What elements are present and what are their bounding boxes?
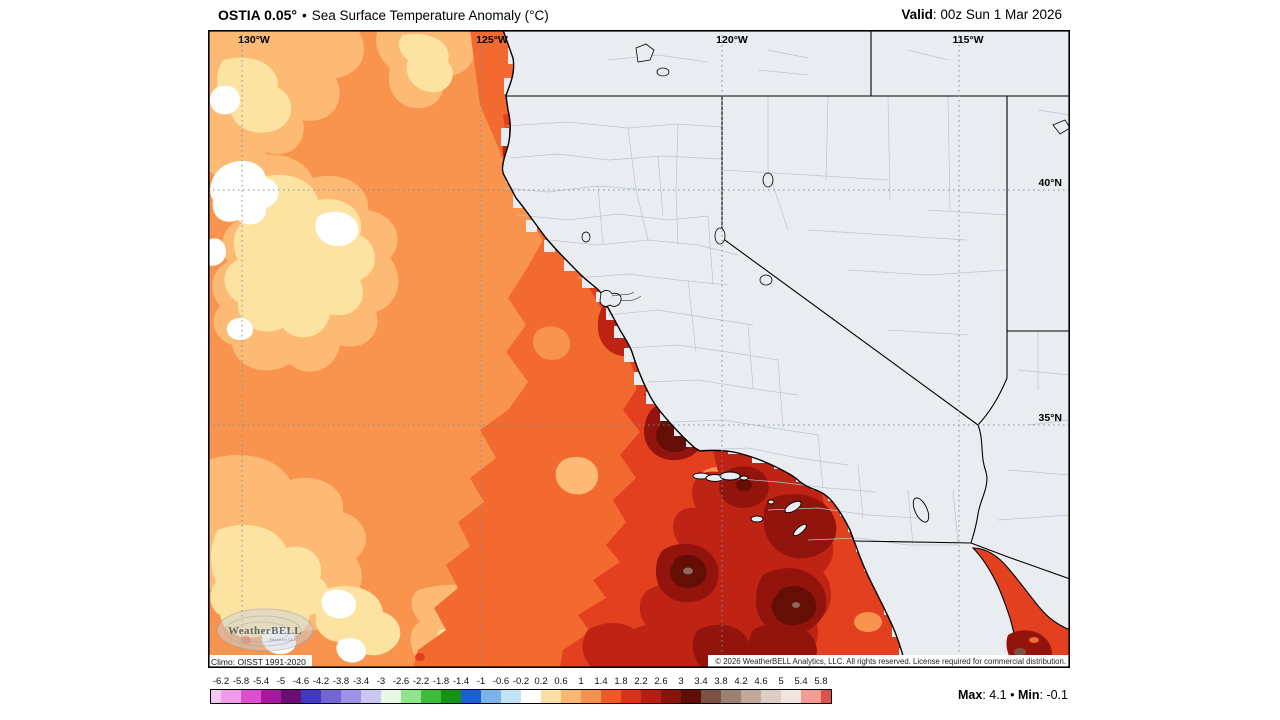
valid-label: Valid [901, 7, 933, 22]
colorbar-swatch [241, 690, 261, 703]
colorbar-tick-label: -2.6 [392, 676, 410, 687]
colorbar-tick-label: -0.6 [492, 676, 510, 687]
colorbar-swatch [221, 690, 241, 703]
colorbar-swatch [321, 690, 341, 703]
colorbar-swatch [821, 690, 831, 703]
colorbar-tick-label: -5.4 [252, 676, 270, 687]
colorbar-swatch [281, 690, 301, 703]
lat-label-35n: 35°N [1039, 412, 1062, 424]
sst-anomaly-map: WeatherBELL Analytics LLC Climo: OISST 1… [208, 30, 1071, 669]
colorbar-swatch [461, 690, 481, 703]
colorbar-tick-label: 5.8 [814, 676, 828, 687]
colorbar-tick-label: 2.2 [634, 676, 648, 687]
colorbar-swatch [401, 690, 421, 703]
colorbar-swatch [801, 690, 821, 703]
county-lines [503, 49, 1070, 546]
colorbar-tick-label: 3.4 [694, 676, 708, 687]
colorbar-swatch [581, 690, 601, 703]
colorbar-swatch [561, 690, 581, 703]
colorbar-tick-label: -5.8 [232, 676, 250, 687]
colorbar-tick-label: -1.8 [432, 676, 450, 687]
colorbar-tick-label: 1.4 [594, 676, 608, 687]
colorbar-swatch [701, 690, 721, 703]
lon-label-115w: 115°W [952, 34, 983, 46]
colorbar-tick-label: 4.2 [734, 676, 748, 687]
map-border [208, 30, 1071, 669]
min-value: : -0.1 [1039, 688, 1069, 702]
lon-label-120w: 120°W [716, 34, 748, 46]
climo-strip [208, 655, 312, 668]
colorbar-swatch [601, 690, 621, 703]
colorbar-tick-label: -1 [476, 676, 486, 687]
colorbar-swatch [211, 690, 221, 703]
colorbar-tick-label: -6.2 [212, 676, 230, 687]
colorbar-swatch [421, 690, 441, 703]
valid-time: Valid: 00z Sun 1 Mar 2026 [901, 7, 1062, 22]
colorbar-tick-label: 1 [578, 676, 584, 687]
colorbar-swatch [661, 690, 681, 703]
colorbar-tick-label: -1.4 [452, 676, 470, 687]
watermark-text: WeatherBELL [228, 625, 302, 637]
colorbar-tick-label: 1.8 [614, 676, 628, 687]
min-label: Min [1017, 688, 1040, 702]
colorbar-tick-label: -4.6 [292, 676, 310, 687]
colorbar-swatch [361, 690, 381, 703]
colorbar-tick-label: -3.8 [332, 676, 350, 687]
colorbar-swatch [721, 690, 741, 703]
copyright-strip [708, 655, 1070, 668]
colorbar-ticks: -6.2 -5.8 -5.4 -5 -4.6 -4.2 -3.8 -3.4 -3 -2.6 -2.2… [210, 676, 832, 687]
max-label: Max [957, 688, 983, 702]
map-canvas: WeatherBELL Analytics LLC Climo: OISST 1… [208, 30, 1071, 669]
lon-label-125w: 125°W [476, 34, 508, 46]
colorbar-tick-label: 4.6 [754, 676, 768, 687]
colorbar-swatch [261, 690, 281, 703]
colorbar-tick-label: -4.2 [312, 676, 330, 687]
colorbar-tick-label: 5.4 [794, 676, 808, 687]
colorbar-tick-label: 0.2 [534, 676, 548, 687]
colorbar-tick-label: 0.6 [554, 676, 568, 687]
colorbar-tick-label: -3 [376, 676, 386, 687]
anomaly-white-blobs [208, 85, 366, 663]
colorbar-swatch [761, 690, 781, 703]
max-min-stats: Max: 4.1 • Min: -0.1 [958, 688, 1068, 702]
colorbar-tick-label: 3.8 [714, 676, 728, 687]
colorbar-tick-label: 5 [778, 676, 784, 687]
watermark-subtext: Analytics LLC [269, 637, 297, 642]
title-separator: • [302, 8, 307, 23]
colorbar-swatch [301, 690, 321, 703]
colorbar-swatch [381, 690, 401, 703]
max-value: : 4.1 [982, 688, 1007, 702]
colorbar-tick-label: -0.2 [512, 676, 530, 687]
stats-separator: • [1006, 688, 1018, 702]
colorbar-swatches [210, 689, 832, 704]
colorbar-swatch [521, 690, 541, 703]
coastline [501, 30, 907, 668]
lon-label-130w: 130°W [238, 34, 270, 46]
colorbar-swatch [681, 690, 701, 703]
colorbar-tick-label: -3.4 [352, 676, 370, 687]
lat-label-40n: 40°N [1039, 177, 1062, 189]
colorbar-tick-label: 2.6 [654, 676, 668, 687]
water-bodies [581, 43, 1070, 537]
colorbar-swatch [481, 690, 501, 703]
colorbar-tick-label: -2.2 [412, 676, 430, 687]
product-name: OSTIA 0.05° [218, 7, 297, 23]
colorbar-tick-label: 3 [678, 676, 684, 687]
map-title: OSTIA 0.05° • Sea Surface Temperature Anom… [218, 7, 549, 23]
colorbar-swatch [641, 690, 661, 703]
colorbar-swatch [541, 690, 561, 703]
colorbar-swatch [501, 690, 521, 703]
colorbar-swatch [741, 690, 761, 703]
valid-value: : 00z Sun 1 Mar 2026 [932, 7, 1062, 22]
copyright-text: © 2026 WeatherBELL Analytics, LLC. All r… [715, 657, 1066, 666]
climo-note: Climo: OISST 1991-2020 [211, 657, 306, 667]
colorbar-swatch [621, 690, 641, 703]
colorbar-swatch [441, 690, 461, 703]
colorbar-tick-label: -5 [276, 676, 286, 687]
colorbar-swatch [781, 690, 801, 703]
weatherbell-watermark: WeatherBELL Analytics LLC [216, 608, 314, 652]
title-text: Sea Surface Temperature Anomaly (°C) [311, 8, 549, 23]
colorbar-swatch [341, 690, 361, 703]
